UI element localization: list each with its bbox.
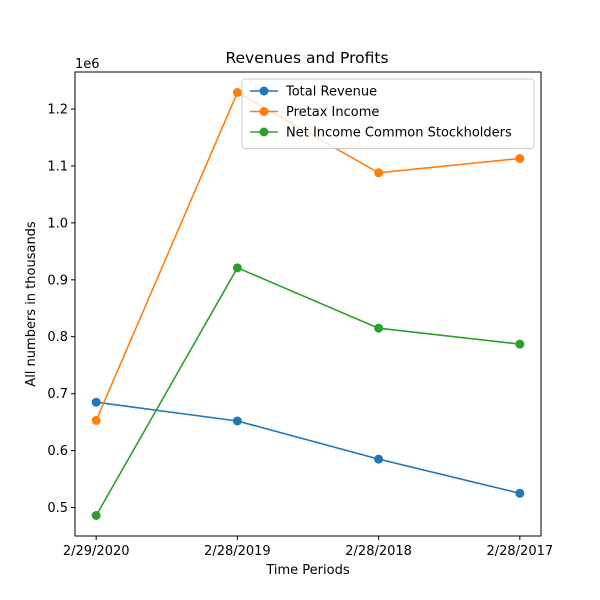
y-axis-ticks: 0.5 0.6 0.7 0.8 0.9 1.0 1.1 1.2: [47, 103, 75, 516]
data-point: [515, 339, 525, 349]
x-tick-label: 2/28/2019: [204, 544, 271, 559]
y-axis-label: All numbers in thousands: [24, 221, 39, 387]
plot-frame: [74, 71, 542, 537]
legend-label: Total Revenue: [285, 85, 377, 100]
series-line-0: [96, 401, 520, 495]
legend-marker: [259, 127, 269, 137]
y-tick-label: 0.7: [47, 387, 68, 402]
data-point: [91, 415, 101, 425]
data-point: [232, 263, 242, 273]
data-point: [232, 416, 242, 426]
x-tick-label: 2/29/2020: [63, 544, 130, 559]
series-lines: [91, 87, 525, 521]
series-line-2: [95, 266, 520, 516]
data-point: [374, 168, 384, 178]
legend-box: [241, 78, 535, 149]
x-axis-ticks: 2/29/2020 2/28/2019 2/28/2018 2/28/2017: [63, 536, 553, 559]
y-tick-label: 1.2: [47, 103, 68, 118]
x-tick-label: 2/28/2017: [486, 544, 553, 559]
data-point: [515, 488, 525, 498]
y-tick-label: 1.1: [47, 159, 68, 174]
legend-label: Pretax Income: [286, 105, 379, 120]
y-tick-label: 0.5: [47, 501, 68, 516]
legend-marker: [259, 107, 269, 116]
legend-marker: [259, 86, 269, 96]
data-point: [91, 511, 101, 521]
y-offset-label: 1e6: [75, 57, 100, 72]
data-point: [515, 154, 525, 164]
y-tick-label: 0.6: [47, 444, 68, 459]
data-point: [232, 87, 242, 97]
y-tick-label: 1.0: [47, 216, 68, 231]
data-point: [91, 397, 101, 407]
x-axis-label: Time Periods: [265, 563, 349, 578]
x-tick-label: 2/28/2018: [345, 544, 412, 559]
data-point: [374, 454, 384, 464]
y-tick-label: 0.9: [47, 273, 68, 288]
data-point: [374, 323, 384, 333]
y-tick-label: 0.8: [47, 330, 68, 345]
chart-title: Revenues and Profits: [225, 49, 388, 67]
legend: Total Revenue Pretax Income Net Income Com…: [241, 78, 535, 149]
legend-label: Net Income Common Stockholders: [286, 126, 512, 141]
